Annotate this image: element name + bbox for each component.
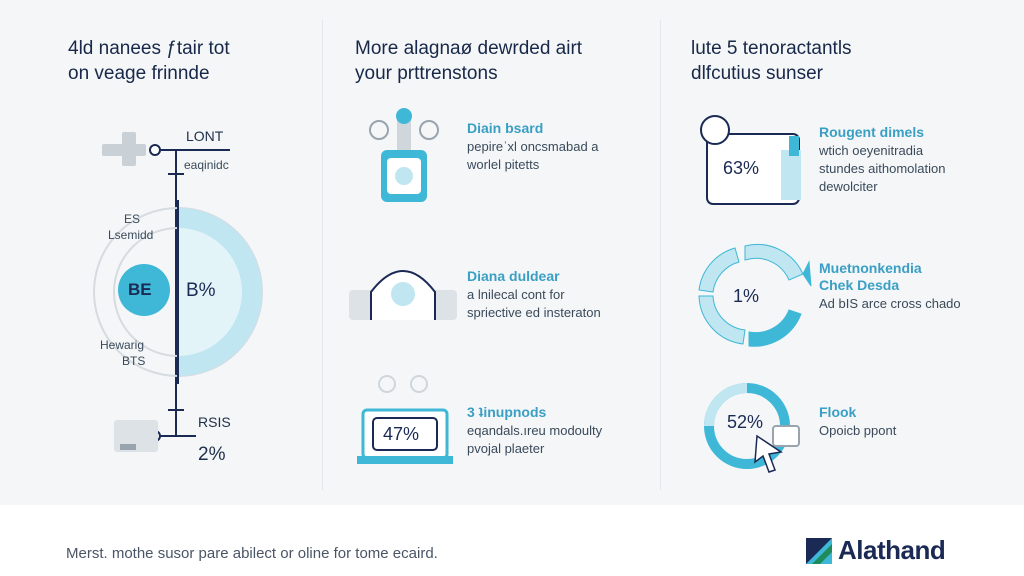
left-title-line2: on veage frinnde (68, 63, 210, 84)
left-title-line1: 4ld nanees ƒtair tot (68, 38, 230, 59)
middle-item-3-percent: 47% (383, 424, 420, 444)
middle-item-1-heading: Diain bsard (467, 120, 544, 136)
ring-center-badge: BE (128, 280, 152, 299)
right-item-2-percent: 1% (733, 286, 760, 306)
bottom-label: RSIS (198, 414, 231, 430)
right-item-1-heading: Rougent dimels (819, 124, 925, 140)
middle-item-3-heading: 3 ʇinupnods (467, 404, 547, 420)
right-title-line2: dlfcutius sunser (691, 63, 824, 84)
left-panel: 4ld nanees ƒtair tot on veage frinnde LO… (0, 0, 320, 505)
monitor-icon (357, 375, 453, 464)
device-card-icon (700, 115, 801, 205)
middle-icons (349, 108, 457, 464)
middle-item-2-line1: a lnilecal cont for (467, 287, 565, 302)
footer-text: Merst. mothe susor pare abilect or oline… (66, 545, 438, 562)
middle-item-1-line1: pepireˈxl oncsmabad a (467, 139, 599, 154)
middle-title-line1: More alagnaø dewrded airt (355, 38, 583, 59)
gauge-fill-inner (178, 228, 242, 356)
bottom-device-icon (114, 420, 158, 452)
middle-item-2-heading: Diana duldear (467, 268, 560, 284)
middle-item-1-line2: worlel pitetts (467, 157, 540, 172)
cursor-icon (754, 434, 783, 473)
middle-title-line2: your prttrenstons (355, 63, 498, 84)
right-item-1-line3: dewolciter (819, 179, 878, 194)
divider-2 (660, 20, 661, 490)
right-panel: lute 5 tenoractantls dlfcutius sunser 63… (661, 0, 1024, 505)
middle-panel: More alagnaø dewrded airt your prttrenst… (323, 0, 653, 505)
middle-item-3-line2: pvojal plaeter (467, 441, 545, 456)
cycle-arrows-icon (698, 243, 812, 347)
top-label: LONT (186, 128, 224, 144)
middle-title: More alagnaø dewrded airt your prttrenst… (355, 36, 582, 86)
gauge-badge (118, 264, 170, 316)
board-icon (369, 108, 439, 202)
top-sub-label: eaqinidc (184, 158, 229, 172)
right-item-2-line1: Ad bIS arce cross chado (819, 296, 961, 311)
left-timeline-graphic (93, 132, 263, 452)
right-item-3-line1: Opoicb ppont (819, 423, 897, 438)
ring-bottom-label-2: BTS (122, 354, 146, 368)
right-item-2-heading: Muetnonkendia (819, 260, 922, 276)
brand-mark-icon (806, 537, 832, 564)
right-item-2-heading2: Chek Desda (819, 277, 900, 293)
divider-1 (322, 20, 323, 490)
right-item-1-line2: stundes aithomolation (819, 161, 946, 176)
ring-top-label-1: ES (124, 212, 141, 226)
brand-name: Alathand (838, 535, 946, 565)
right-icons (698, 115, 812, 473)
middle-item-3-line1: eqandals.ıreu modoulty (467, 423, 603, 438)
right-title: lute 5 tenoractantls dlfcutius sunser (691, 36, 852, 86)
right-item-3-heading: Flook (819, 404, 857, 420)
connector-top-node (149, 144, 161, 156)
left-title: 4ld nanees ƒtair tot on veage frinnde (68, 36, 230, 86)
middle-item-2-line2: spriective ed insteraton (467, 305, 601, 320)
right-item-1-line1: wtich oeyenitradia (819, 143, 924, 158)
right-item-1-percent: 63% (723, 158, 760, 178)
footer: Merst. mothe susor pare abilect or oline… (0, 505, 1024, 576)
bottom-value: 2% (198, 444, 226, 465)
frame-icon (349, 270, 457, 320)
ring-top-label-2: Lsemidd (108, 228, 154, 242)
brand-logo[interactable]: Alathand (806, 535, 946, 566)
ring-gauge-icon (704, 383, 800, 473)
ring-bottom-label-1: Hewarig (100, 338, 145, 352)
ring-percent: B% (186, 280, 216, 301)
right-item-3-percent: 52% (727, 412, 764, 432)
right-title-line1: lute 5 tenoractantls (691, 38, 852, 59)
top-bracket-icon (102, 132, 146, 166)
